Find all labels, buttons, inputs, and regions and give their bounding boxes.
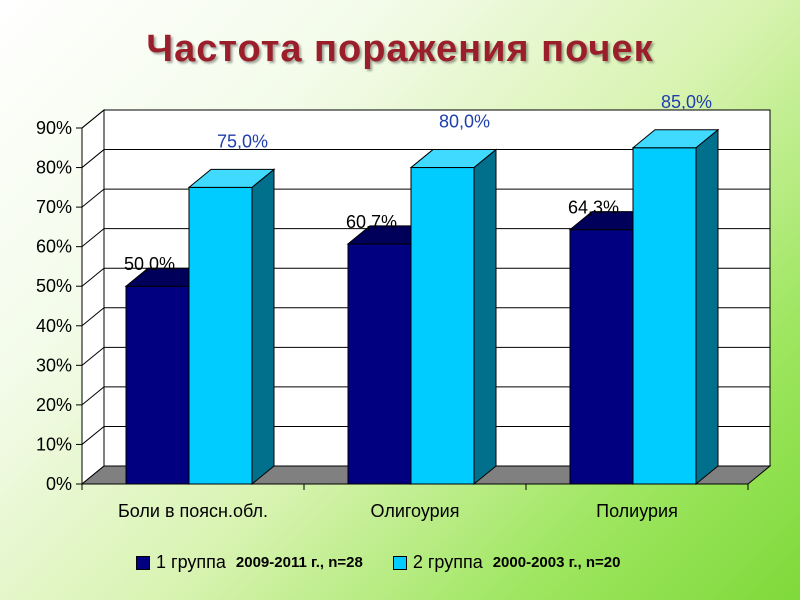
gridline — [81, 267, 770, 287]
gridline — [81, 188, 770, 208]
y-tick-label: 60% — [36, 237, 72, 257]
legend-label-group1: 1 группа — [156, 552, 226, 572]
y-tick-label: 20% — [36, 395, 72, 415]
bar-2-front — [188, 186, 253, 485]
legend-swatch-group2 — [392, 555, 407, 570]
data-label: 64,3% — [568, 198, 619, 218]
bar-1-front — [569, 229, 634, 485]
bar-2-side — [251, 168, 275, 486]
gridline — [81, 346, 770, 366]
y-tick-label: 30% — [36, 355, 72, 375]
bar-2-front — [410, 167, 475, 485]
side-wall — [81, 108, 105, 486]
bar-2-top — [631, 129, 720, 149]
data-label: 80,0% — [439, 112, 490, 132]
legend-item-group2: 2 группа 2000-2003 г., n=20 — [392, 552, 621, 573]
x-category-label: Олигоурия — [371, 501, 460, 521]
y-tick-label: 80% — [36, 158, 72, 178]
bar-2-front — [632, 147, 697, 485]
gridline — [81, 149, 770, 168]
y-tick-label: 40% — [36, 316, 72, 336]
gridline — [81, 109, 770, 129]
bar-2-top — [409, 149, 498, 169]
y-tick-label: 90% — [36, 118, 72, 138]
bar-1-front — [125, 285, 190, 485]
y-tick-label: 70% — [36, 197, 72, 217]
gridline — [81, 425, 770, 445]
bar-2-top — [187, 168, 276, 188]
data-label: 60,7% — [346, 212, 397, 232]
legend: 1 группа 2009-2011 г., n=28 2 группа 200… — [136, 552, 650, 573]
y-tick-label: 0% — [46, 474, 72, 494]
gridline — [81, 228, 770, 248]
data-label: 50,0% — [124, 254, 175, 274]
legend-sub-group2: 2000-2003 г., n=20 — [492, 554, 621, 571]
bar-2-side — [473, 148, 497, 486]
data-label: 75,0% — [217, 131, 268, 151]
legend-item-group1: 1 группа 2009-2011 г., n=28 — [136, 552, 363, 573]
x-category-label: Боли в поясн.обл. — [118, 501, 268, 521]
chart-title: Частота поражения почек — [146, 28, 654, 70]
y-tick-label: 50% — [36, 276, 72, 296]
bar-2-side — [695, 128, 719, 486]
legend-swatch-group1 — [136, 555, 150, 570]
gridline — [81, 307, 770, 327]
legend-label-group2: 2 группа — [412, 552, 483, 572]
y-tick-label: 10% — [36, 434, 72, 454]
bar-1-front — [347, 243, 412, 485]
x-category-label: Полиурия — [596, 501, 678, 521]
gridline — [81, 386, 770, 406]
data-label: 85,0% — [661, 92, 712, 112]
legend-sub-group1: 2009-2011 г., n=28 — [235, 554, 363, 571]
